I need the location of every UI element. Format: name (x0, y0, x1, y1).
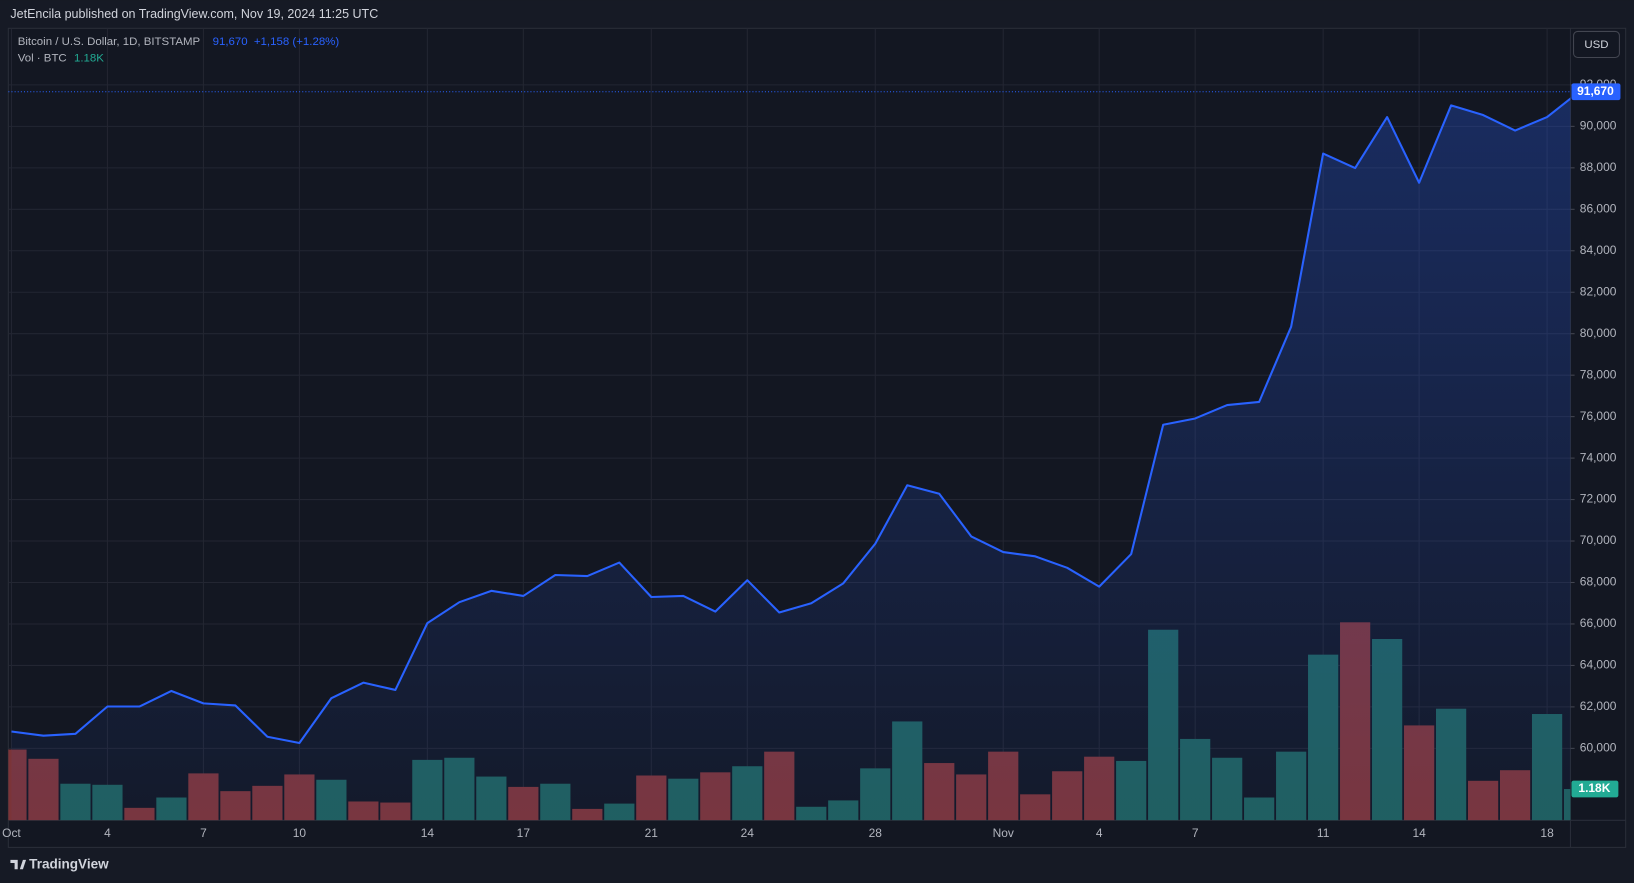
x-tick-label: 11 (1317, 826, 1330, 840)
y-tick-label: 78,000 (1580, 367, 1617, 381)
axes: 60,000 62,000 64,000 66,000 68,000 70,000 72,0… (2, 77, 1621, 840)
last-volume-label: 1.18K (1578, 781, 1610, 795)
legend-price: 91,670 (213, 36, 248, 48)
brand[interactable]: TradingView (29, 857, 109, 872)
x-tick-label: 7 (1192, 826, 1199, 840)
legend-volume-value: 1.18K (74, 53, 104, 65)
last-price-box (1571, 83, 1621, 101)
x-tick-label: 14 (1412, 826, 1426, 840)
price-line (11, 97, 1571, 745)
legend-change: +1,158 (+1.28%) (254, 36, 340, 48)
legend-symbol: Bitcoin / U.S. Dollar, 1D, BITSTAMP (18, 36, 201, 48)
y-tick-label: 76,000 (1580, 409, 1617, 423)
currency-button[interactable] (1573, 30, 1620, 59)
last-volume-box (1571, 780, 1619, 798)
y-tick-label: 60,000 (1580, 741, 1617, 755)
x-tick-label: 4 (104, 826, 111, 840)
last-price-label: 91,670 (1577, 84, 1614, 98)
x-tick-label: 21 (645, 826, 659, 840)
y-tick-label: 86,000 (1580, 201, 1617, 215)
y-tick-label: 72,000 (1580, 492, 1617, 506)
x-tick-label: Nov (993, 826, 1014, 840)
y-tick-label: 64,000 (1580, 658, 1617, 672)
x-tick-label: 7 (200, 826, 207, 840)
y-tick-label: 62,000 (1580, 699, 1617, 713)
x-tick-label: Oct (2, 826, 21, 840)
x-tick-label: 14 (421, 826, 435, 840)
publish-info: JetEncila published on TradingView.com, … (10, 7, 378, 21)
brand-logo (10, 859, 27, 870)
x-tick-label: 24 (741, 826, 755, 840)
x-tick-label: 10 (293, 826, 307, 840)
y-tick-label: 90,000 (1580, 119, 1617, 133)
y-tick-label: 74,000 (1580, 450, 1617, 464)
y-tick-label: 84,000 (1580, 243, 1617, 257)
price-plot (11, 97, 1571, 821)
currency-label[interactable]: USD (1584, 39, 1608, 51)
legend-volume: Vol · BTC (18, 53, 67, 65)
price-area (11, 98, 1571, 821)
y-tick-label: 66,000 (1580, 616, 1617, 630)
x-tick-label: 4 (1096, 826, 1103, 840)
x-tick-label: 28 (869, 826, 883, 840)
y-tick-label: 88,000 (1580, 160, 1617, 174)
x-tick-label: 18 (1540, 826, 1554, 840)
y-tick-label: 80,000 (1580, 326, 1617, 340)
y-tick-label: 70,000 (1580, 533, 1617, 547)
y-tick-label: 82,000 (1580, 284, 1617, 298)
x-tick-label: 17 (517, 826, 531, 840)
y-tick-label: 68,000 (1580, 575, 1617, 589)
